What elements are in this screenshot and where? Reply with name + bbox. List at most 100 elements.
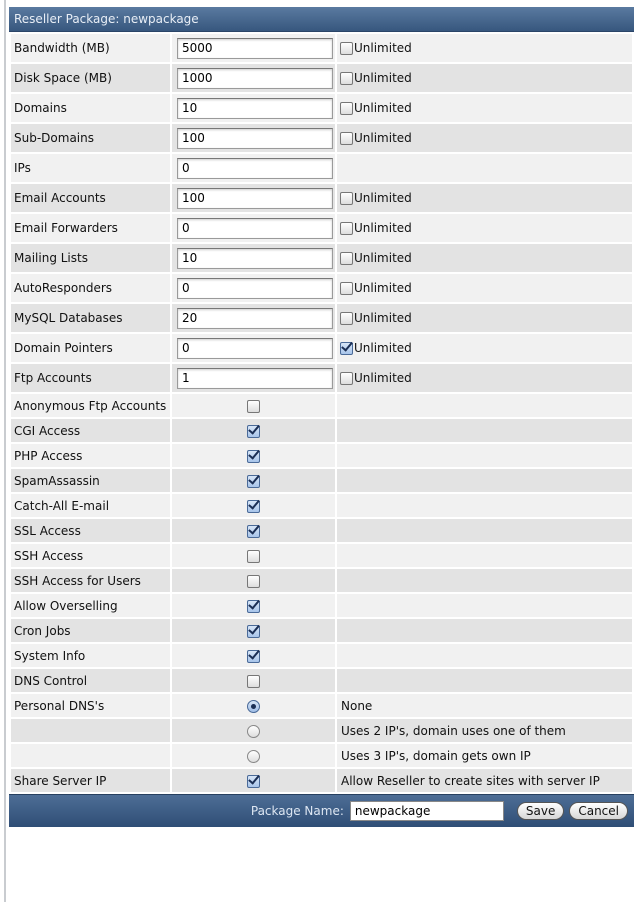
unlimited-checkbox[interactable]: [340, 131, 353, 145]
table-row: AutoResponders Unlimited: [9, 272, 634, 304]
table-row: Bandwidth (MB) Unlimited: [9, 32, 634, 64]
limit-input[interactable]: [177, 337, 333, 359]
feature-checkbox[interactable]: [247, 574, 260, 588]
reseller-package-form: Reseller Package: newpackage Bandwidth (…: [9, 7, 634, 827]
limit-input[interactable]: [177, 37, 333, 59]
unlimited-label: Unlimited: [354, 131, 412, 146]
table-row: Cron Jobs: [9, 617, 634, 644]
table-row: Email Forwarders Unlimited: [9, 212, 634, 244]
unlimited-label: Unlimited: [354, 251, 412, 266]
limit-input[interactable]: [177, 217, 333, 239]
unlimited-label: Unlimited: [354, 191, 412, 206]
row-label: Personal DNS's: [9, 692, 172, 719]
row-label: SpamAssassin: [9, 467, 172, 494]
feature-checkbox[interactable]: [247, 599, 260, 613]
row-label: System Info: [9, 642, 172, 669]
limit-input[interactable]: [177, 247, 333, 269]
unlimited-label: Unlimited: [354, 281, 412, 296]
row-label: Share Server IP: [9, 767, 172, 794]
feature-checkbox[interactable]: [247, 424, 260, 438]
limit-input[interactable]: [177, 127, 333, 149]
row-label: Email Accounts: [9, 182, 172, 214]
feature-checkbox[interactable]: [247, 524, 260, 538]
option-label: Uses 2 IP's, domain uses one of them: [335, 717, 634, 744]
row-label: CGI Access: [9, 417, 172, 444]
unlimited-label: Unlimited: [354, 221, 412, 236]
unlimited-label: Unlimited: [354, 71, 412, 86]
unlimited-checkbox[interactable]: [340, 281, 353, 295]
save-button[interactable]: Save: [516, 802, 565, 820]
option-label: Uses 3 IP's, domain gets own IP: [335, 742, 634, 769]
table-row: Personal DNS's None: [9, 692, 634, 719]
row-label: Anonymous Ftp Accounts: [9, 392, 172, 419]
page-frame: [4, 0, 640, 902]
row-label: Cron Jobs: [9, 617, 172, 644]
row-label: Domains: [9, 92, 172, 124]
row-label: PHP Access: [9, 442, 172, 469]
row-label: Sub-Domains: [9, 122, 172, 154]
unlimited-label: Unlimited: [354, 341, 412, 356]
table-row: System Info: [9, 642, 634, 669]
row-label: Ftp Accounts: [9, 362, 172, 394]
personal-dns-radio[interactable]: [247, 749, 260, 763]
table-row: Domains Unlimited: [9, 92, 634, 124]
table-row: Uses 2 IP's, domain uses one of them: [9, 717, 634, 744]
unlimited-checkbox[interactable]: [340, 311, 353, 325]
row-label: MySQL Databases: [9, 302, 172, 334]
table-row: Catch-All E-mail: [9, 492, 634, 519]
personal-dns-radio[interactable]: [247, 699, 260, 713]
cancel-button[interactable]: Cancel: [569, 802, 628, 820]
limit-input[interactable]: [177, 307, 333, 329]
empty-cell: [9, 717, 172, 744]
unlimited-checkbox[interactable]: [340, 71, 353, 85]
unlimited-checkbox[interactable]: [340, 221, 353, 235]
feature-checkbox[interactable]: [247, 499, 260, 513]
table-row: SpamAssassin: [9, 467, 634, 494]
feature-checkbox[interactable]: [247, 674, 260, 688]
row-label: Domain Pointers: [9, 332, 172, 364]
table-row: CGI Access: [9, 417, 634, 444]
limit-input[interactable]: [177, 67, 333, 89]
feature-checkbox[interactable]: [247, 399, 260, 413]
table-row: Allow Overselling: [9, 592, 634, 619]
limit-input[interactable]: [177, 97, 333, 119]
feature-checkbox[interactable]: [247, 649, 260, 663]
empty-cell: [9, 742, 172, 769]
package-name-input[interactable]: [349, 801, 504, 821]
unlimited-checkbox[interactable]: [340, 341, 353, 355]
table-row: SSH Access: [9, 542, 634, 569]
limit-input[interactable]: [177, 367, 333, 389]
unlimited-checkbox[interactable]: [340, 371, 353, 385]
option-label: Allow Reseller to create sites with serv…: [335, 767, 634, 794]
row-label: Disk Space (MB): [9, 62, 172, 94]
feature-checkbox[interactable]: [247, 624, 260, 638]
table-row: PHP Access: [9, 442, 634, 469]
feature-checkbox[interactable]: [247, 549, 260, 563]
row-label: Mailing Lists: [9, 242, 172, 274]
unlimited-checkbox[interactable]: [340, 41, 353, 55]
share-server-ip-checkbox[interactable]: [247, 774, 260, 788]
table-row: Uses 3 IP's, domain gets own IP: [9, 742, 634, 769]
row-label: SSH Access: [9, 542, 172, 569]
personal-dns-radio[interactable]: [247, 724, 260, 738]
limit-input[interactable]: [177, 157, 333, 179]
table-row: Disk Space (MB) Unlimited: [9, 62, 634, 94]
option-label: None: [335, 692, 634, 719]
unlimited-checkbox[interactable]: [340, 191, 353, 205]
unlimited-label: Unlimited: [354, 311, 412, 326]
limit-input[interactable]: [177, 277, 333, 299]
form-title: Reseller Package: newpackage: [9, 7, 634, 32]
unlimited-checkbox[interactable]: [340, 251, 353, 265]
unlimited-label: Unlimited: [354, 371, 412, 386]
feature-checkbox[interactable]: [247, 449, 260, 463]
unlimited-checkbox[interactable]: [340, 101, 353, 115]
table-row: Domain Pointers Unlimited: [9, 332, 634, 364]
row-label: SSH Access for Users: [9, 567, 172, 594]
table-row: SSL Access: [9, 517, 634, 544]
row-label: IPs: [9, 152, 172, 184]
row-label: Bandwidth (MB): [9, 32, 172, 64]
row-label: Allow Overselling: [9, 592, 172, 619]
feature-checkbox[interactable]: [247, 474, 260, 488]
limit-input[interactable]: [177, 187, 333, 209]
